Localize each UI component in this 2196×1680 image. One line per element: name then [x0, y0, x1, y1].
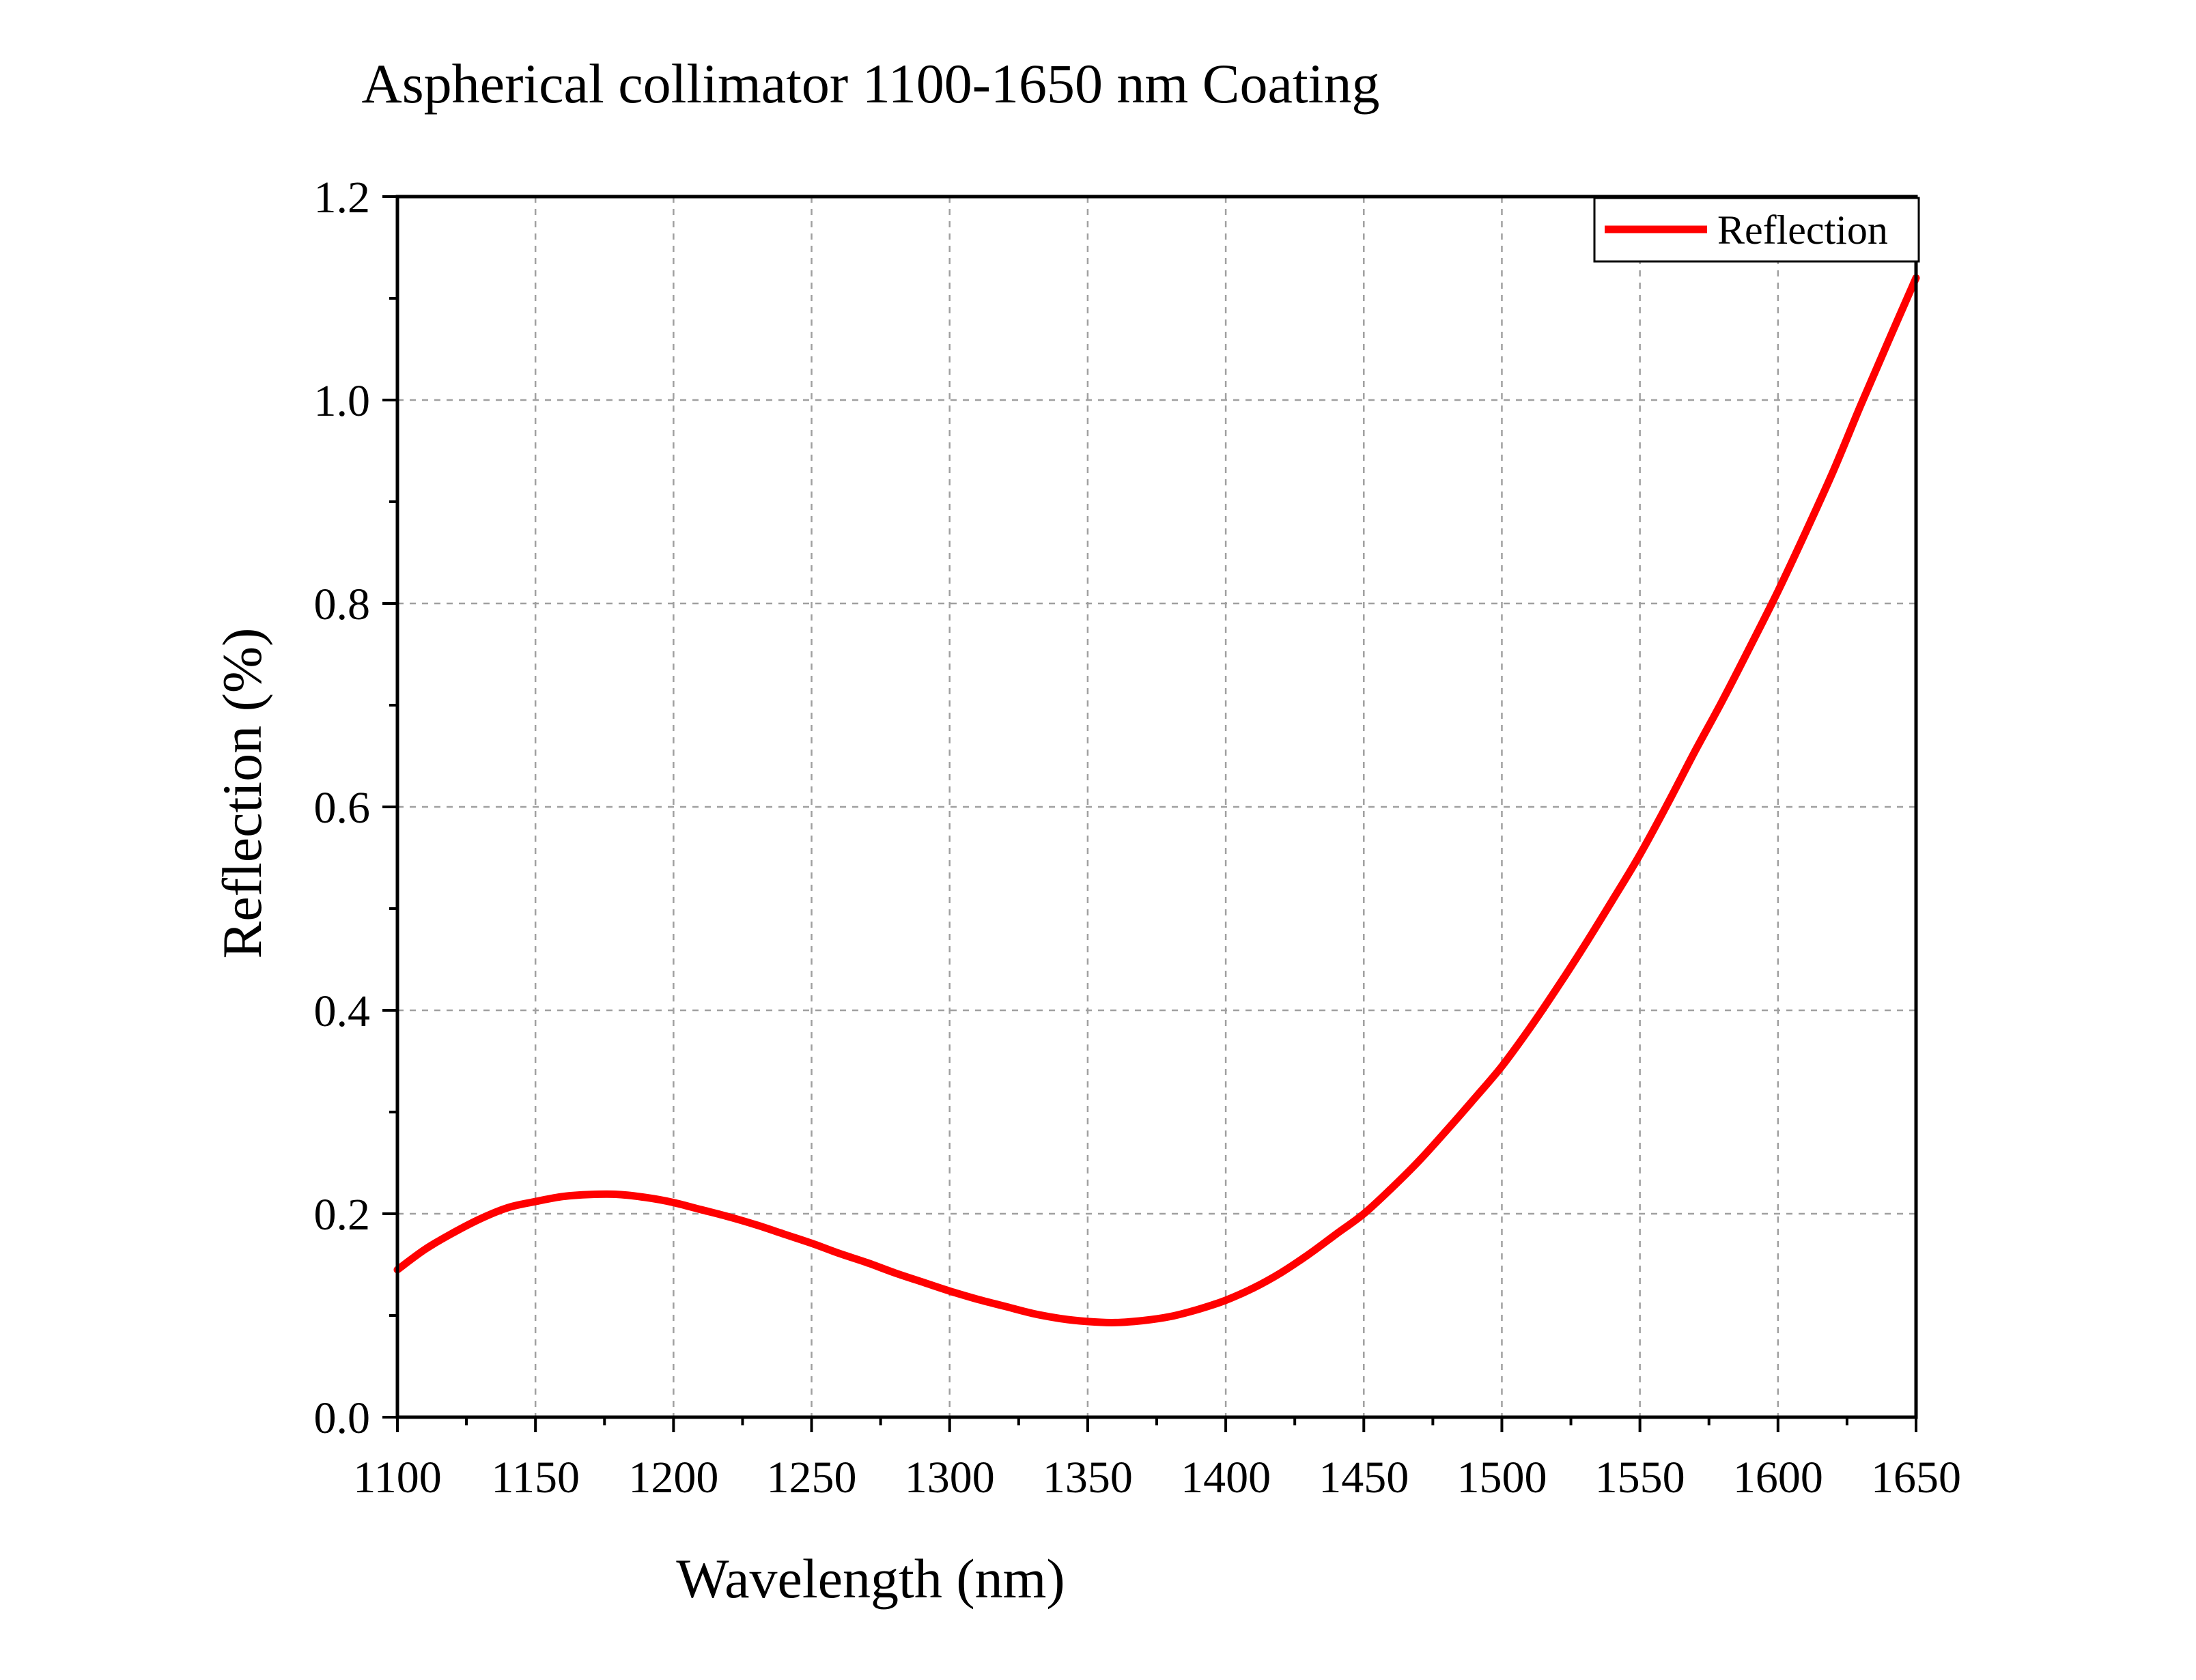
- x-axis-title: Wavelength (nm): [676, 1548, 1065, 1610]
- x-tick-label: 1550: [1595, 1453, 1685, 1503]
- x-tick-label: 1200: [628, 1453, 718, 1503]
- y-axis-title: Reflection (%): [211, 628, 273, 959]
- x-tick-label: 1600: [1733, 1453, 1823, 1503]
- y-tick-label: 0.2: [314, 1190, 371, 1240]
- x-tick-label: 1250: [767, 1453, 857, 1503]
- y-tick-label: 0.6: [314, 783, 371, 833]
- x-axis-ticks: 1100 1150 1200 1250 1300 1350 1400 1450 1500 1550…: [353, 1417, 1961, 1503]
- x-tick-label: 1400: [1181, 1453, 1271, 1503]
- x-tick-label: 1100: [353, 1453, 442, 1503]
- x-tick-label: 1450: [1319, 1453, 1409, 1503]
- x-tick-label: 1500: [1456, 1453, 1547, 1503]
- x-tick-label: 1650: [1871, 1453, 1961, 1503]
- x-tick-label: 1300: [905, 1453, 995, 1503]
- plot-area-frame: [395, 195, 1918, 1419]
- x-tick-label: 1150: [491, 1453, 580, 1503]
- reflection-series-line: [393, 274, 1920, 1326]
- y-axis-ticks: 0.0 0.2 0.4 0.6 0.8 1.0 1.2: [314, 173, 397, 1443]
- y-tick-label: 1.2: [314, 173, 371, 223]
- y-tick-label: 0.8: [314, 580, 371, 629]
- chart-title: Aspherical collimator 1100-1650 nm Coati…: [362, 53, 1380, 115]
- y-tick-label: 1.0: [314, 376, 371, 426]
- legend-label-reflection: Reflection: [1717, 208, 1888, 253]
- y-tick-label: 0.0: [314, 1393, 371, 1443]
- legend: Reflection: [1593, 197, 1920, 263]
- y-tick-label: 0.4: [314, 986, 371, 1036]
- x-tick-label: 1350: [1043, 1453, 1133, 1503]
